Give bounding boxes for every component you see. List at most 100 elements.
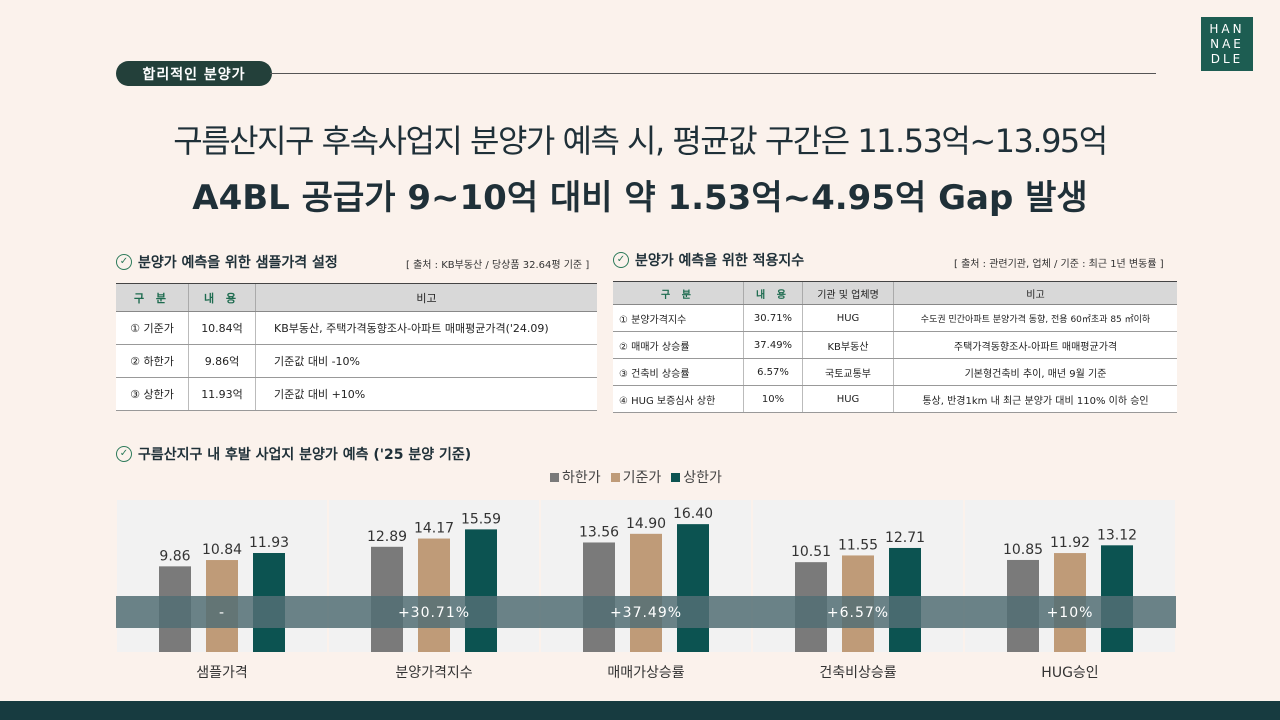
growth-label: +37.49%: [610, 605, 682, 621]
category-label: 샘플가격: [196, 665, 248, 681]
headline-primary: 구름산지구 후속사업지 분양가 예측 시, 평균값 구간은 11.53억~13.…: [173, 122, 1108, 160]
data-label: 12.89: [367, 529, 407, 545]
table-cell: 통상, 반경1km 내 최근 분양가 대비 110% 이하 승인: [893, 385, 1177, 413]
growth-label: +10%: [1047, 605, 1094, 621]
table-cell: 37.49%: [743, 331, 803, 359]
data-label: 11.55: [838, 537, 878, 553]
table-cell: ③ 상한가: [116, 377, 189, 411]
legend-label: 하한가: [562, 470, 601, 486]
legend-swatch: [671, 473, 681, 482]
legend-swatch: [610, 473, 620, 482]
data-label: 10.84: [202, 542, 242, 558]
table2-title-text: 분양가 예측을 위한 적용지수: [635, 253, 805, 269]
table-row: ① 분양가격지수 30.71% HUG 수도권 민간아파트 분양가격 동향, 전…: [613, 304, 1177, 332]
table-cell: 11.93억: [188, 377, 256, 411]
growth-label: +6.57%: [827, 605, 889, 621]
table-cell: HUG: [802, 385, 894, 413]
table-cell: KB부동산: [802, 331, 894, 359]
table-cell: ④ HUG 보증심사 상한: [613, 385, 744, 413]
data-label: 15.59: [461, 511, 501, 527]
table-cell: KB부동산, 주택가격동향조사-아파트 매매평균가격('24.09): [255, 311, 597, 345]
table-cell: 10%: [743, 385, 803, 413]
data-label: 13.12: [1097, 527, 1137, 543]
table1-source: [ 출처 : KB부동산 / 당상품 32.64평 기준 ]: [406, 260, 590, 271]
table-cell: 10.84억: [188, 311, 256, 345]
table-cell: ③ 건축비 상승률: [613, 358, 744, 386]
category-label: 건축비상승률: [819, 665, 896, 681]
table-cell: HUG: [802, 304, 894, 332]
forecast-bar-chart: 9.86 10.84 11.93 12.89 14.17 15.59 13.56 14.90 1…: [116, 500, 1176, 681]
data-label: 10.51: [791, 544, 831, 560]
table1-title: ✓ 분양가 예측을 위한 샘플가격 설정: [116, 252, 338, 272]
footer-bar: [0, 701, 1280, 720]
table-header: 비고: [893, 281, 1177, 305]
headline-secondary: A4BL 공급가 9~10억 대비 약 1.53억~4.95억 Gap 발생: [192, 178, 1088, 218]
data-label: 9.86: [159, 548, 190, 564]
chart-legend: 하한가 기준가 상한가: [550, 467, 722, 487]
table-cell: 6.57%: [743, 358, 803, 386]
category-label: 매매가상승률: [607, 665, 684, 681]
logo-line: HAN: [1209, 21, 1245, 36]
table-cell: ① 분양가격지수: [613, 304, 744, 332]
table-header: 비고: [255, 283, 597, 312]
table-row: ① 기준가 10.84억 KB부동산, 주택가격동향조사-아파트 매매평균가격(…: [116, 311, 597, 345]
data-label: 12.71: [885, 530, 925, 546]
table-cell: 30.71%: [743, 304, 803, 332]
data-label: 11.92: [1050, 535, 1090, 551]
index-table: 구 분 내 용 기관 및 업체명 비고 ① 분양가격지수 30.71% HUG …: [613, 281, 1177, 413]
table-cell: ① 기준가: [116, 311, 189, 345]
logo-line: NAE: [1210, 36, 1244, 51]
sample-price-table: 구 분 내 용 비고 ① 기준가 10.84억 KB부동산, 주택가격동향조사-…: [116, 283, 597, 411]
bar-기준가: [418, 538, 450, 652]
legend-item: 하한가: [550, 467, 601, 487]
legend-label: 상한가: [683, 470, 722, 486]
table-cell: ② 하한가: [116, 344, 189, 378]
legend-label: 기준가: [622, 470, 662, 486]
check-circle-icon: ✓: [116, 446, 132, 462]
check-circle-icon: ✓: [116, 254, 132, 270]
check-circle-icon: ✓: [613, 252, 629, 268]
growth-label: +30.71%: [398, 605, 470, 621]
table-cell: 기준값 대비 -10%: [255, 344, 597, 378]
legend-item: 상한가: [671, 467, 722, 487]
table-cell: 국토교통부: [802, 358, 894, 386]
top-divider: [270, 73, 1156, 74]
table-cell: 기본형건축비 추이, 매년 9월 기준: [893, 358, 1177, 386]
table1-title-text: 분양가 예측을 위한 샘플가격 설정: [138, 255, 338, 271]
growth-label: -: [219, 605, 225, 621]
table-cell: 주택가격동향조사-아파트 매매평균가격: [893, 331, 1177, 359]
company-logo: HAN NAE DLE: [1201, 17, 1253, 71]
data-label: 14.17: [414, 521, 454, 537]
table-row: ③ 건축비 상승률 6.57% 국토교통부 기본형건축비 추이, 매년 9월 기…: [613, 358, 1177, 386]
table-cell: 기준값 대비 +10%: [255, 377, 597, 411]
table-header: 구 분: [613, 281, 744, 305]
chart-title: ✓ 구름산지구 내 후발 사업지 분양가 예측 ('25 분양 기준): [116, 444, 471, 464]
bar-상한가: [677, 524, 709, 652]
data-label: 14.90: [626, 516, 666, 532]
table-row: ② 매매가 상승률 37.49% KB부동산 주택가격동향조사-아파트 매매평균…: [613, 331, 1177, 359]
section-tag: 합리적인 분양가: [116, 61, 272, 86]
table-cell: 9.86억: [188, 344, 256, 378]
table2-title: ✓ 분양가 예측을 위한 적용지수: [613, 250, 804, 270]
data-label: 13.56: [579, 524, 619, 540]
table-cell: 수도권 민간아파트 분양가격 동향, 전용 60㎡초과 85 ㎡이하: [893, 304, 1177, 332]
legend-item: 기준가: [610, 467, 662, 487]
bar-상한가: [465, 529, 497, 652]
table-row: ④ HUG 보증심사 상한 10% HUG 통상, 반경1km 내 최근 분양가…: [613, 385, 1177, 413]
table-row: ③ 상한가 11.93억 기준값 대비 +10%: [116, 377, 597, 411]
table2-source: [ 출처 : 관련기관, 업체 / 기준 : 최근 1년 변동률 ]: [954, 259, 1164, 270]
table-header: 내 용: [743, 281, 803, 305]
category-label: 분양가격지수: [395, 665, 472, 681]
table-header: 기관 및 업체명: [802, 281, 894, 305]
data-label: 10.85: [1003, 542, 1043, 558]
table-header: 구 분: [116, 283, 189, 312]
data-label: 11.93: [249, 535, 289, 551]
chart-title-text: 구름산지구 내 후발 사업지 분양가 예측 ('25 분양 기준): [138, 447, 472, 463]
category-label: HUG승인: [1041, 665, 1098, 681]
logo-line: DLE: [1210, 51, 1244, 66]
table-row: ② 하한가 9.86억 기준값 대비 -10%: [116, 344, 597, 378]
bar-기준가: [630, 533, 662, 652]
data-label: 16.40: [673, 506, 713, 522]
legend-swatch: [550, 473, 559, 482]
table-header: 내 용: [188, 283, 256, 312]
